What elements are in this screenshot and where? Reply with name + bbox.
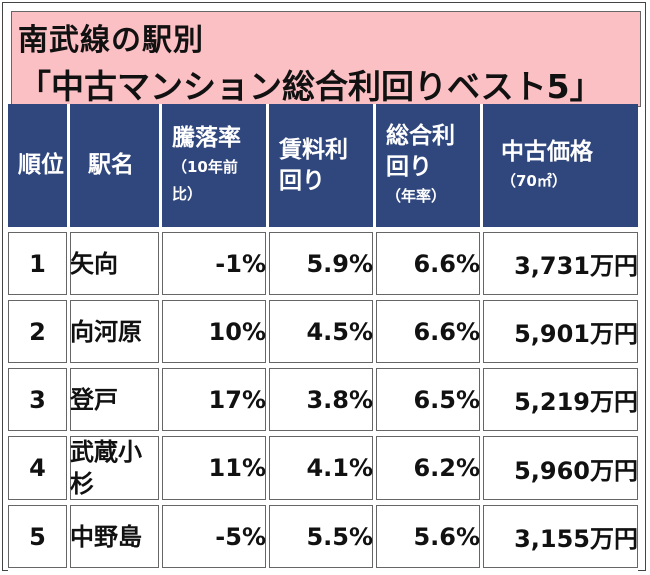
header-decline-label: 騰落率 <box>172 125 241 151</box>
header-rank: 順位 <box>8 104 70 232</box>
header-rent-yield-label-1: 賃料利 <box>279 136 348 163</box>
price-cell: 5,219万円 <box>483 368 638 436</box>
table-row: 3 登戸 17% 3.8% 6.5% 5,219万円 <box>8 368 638 436</box>
rank-cell: 4 <box>8 436 70 505</box>
decline-cell: 11% <box>162 436 269 505</box>
header-rent-yield-label-2: 回り <box>279 167 325 194</box>
header-total-yield-sub: （年率） <box>386 187 447 205</box>
rent-yield-cell: 5.5% <box>269 505 376 573</box>
total-yield-cell: 6.6% <box>376 232 483 300</box>
header-price-sub: （70㎡） <box>501 171 567 190</box>
table-row: 5 中野島 -5% 5.5% 5.6% 3,155万円 <box>8 505 638 573</box>
table-row: 1 矢向 -1% 5.9% 6.6% 3,731万円 <box>8 232 638 300</box>
header-station: 駅名 <box>70 104 162 232</box>
header-total-yield: 総合利 回り （年率） <box>376 104 483 232</box>
title-line-2: 「中古マンション総合利回りベスト5」 <box>18 67 603 106</box>
header-decline: 騰落率 （10年前 比） <box>162 104 269 232</box>
header-decline-sub-2: 比） <box>172 185 203 203</box>
header-rank-label: 順位 <box>18 152 64 178</box>
title-banner: 南武線の駅別 「中古マンション総合利回りベスト5」 <box>11 11 641 107</box>
rank-cell: 1 <box>8 232 70 300</box>
rent-yield-cell: 4.1% <box>269 436 376 505</box>
total-yield-cell: 6.5% <box>376 368 483 436</box>
decline-cell: -5% <box>162 505 269 573</box>
total-yield-cell: 6.6% <box>376 300 483 368</box>
price-cell: 5,960万円 <box>483 436 638 505</box>
rank-cell: 3 <box>8 368 70 436</box>
price-cell: 3,731万円 <box>483 232 638 300</box>
decline-cell: 17% <box>162 368 269 436</box>
header-total-yield-label-2: 回り <box>386 154 432 180</box>
station-cell: 中野島 <box>70 505 162 573</box>
total-yield-cell: 6.2% <box>376 436 483 505</box>
header-price-label: 中古価格 <box>501 138 593 165</box>
header-decline-sub-1: （10年前 <box>172 158 238 176</box>
total-yield-cell: 5.6% <box>376 505 483 573</box>
header-station-label: 駅名 <box>88 152 134 178</box>
header-price: 中古価格 （70㎡） <box>483 104 638 232</box>
rent-yield-cell: 4.5% <box>269 300 376 368</box>
header-rent-yield: 賃料利 回り <box>269 104 376 232</box>
table-row: 2 向河原 10% 4.5% 6.6% 5,901万円 <box>8 300 638 368</box>
decline-cell: 10% <box>162 300 269 368</box>
table-row: 4 武蔵小杉 11% 4.1% 6.2% 5,960万円 <box>8 436 638 505</box>
price-cell: 5,901万円 <box>483 300 638 368</box>
decline-cell: -1% <box>162 232 269 300</box>
rank-cell: 5 <box>8 505 70 573</box>
station-cell: 武蔵小杉 <box>70 436 162 505</box>
rent-yield-cell: 5.9% <box>269 232 376 300</box>
ranking-table: 順位 駅名 騰落率 （10年前 比） 賃料利 回り 総合利 回り （年率） 中古… <box>8 104 638 573</box>
station-cell: 登戸 <box>70 368 162 436</box>
rank-cell: 2 <box>8 300 70 368</box>
price-cell: 3,155万円 <box>483 505 638 573</box>
rent-yield-cell: 3.8% <box>269 368 376 436</box>
header-row: 順位 駅名 騰落率 （10年前 比） 賃料利 回り 総合利 回り （年率） 中古… <box>8 104 638 232</box>
header-total-yield-label-1: 総合利 <box>386 123 455 149</box>
station-cell: 矢向 <box>70 232 162 300</box>
station-cell: 向河原 <box>70 300 162 368</box>
title-line-1: 南武線の駅別 <box>18 23 204 58</box>
